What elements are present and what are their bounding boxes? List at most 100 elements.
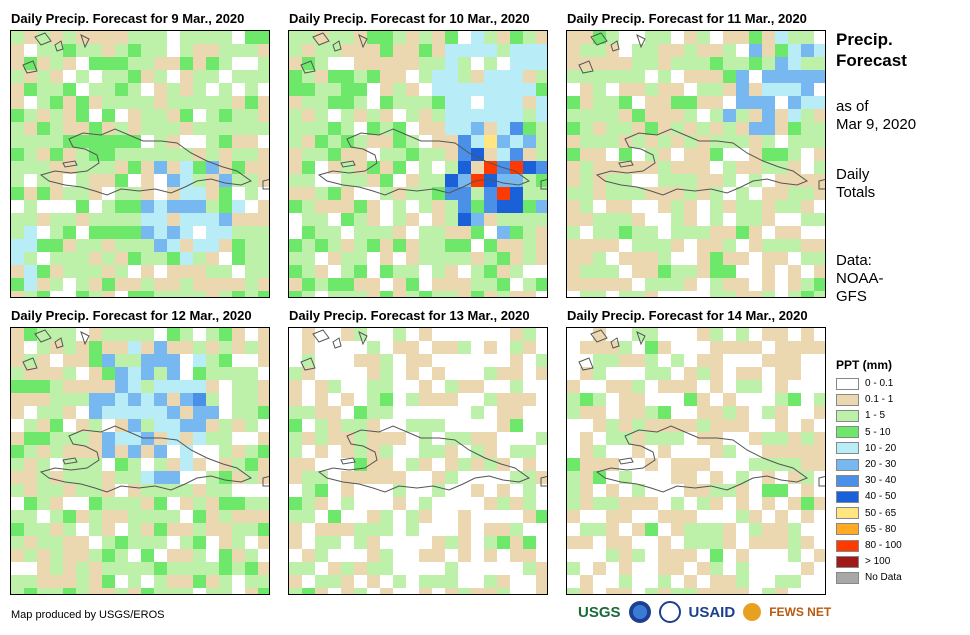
legend-swatch <box>836 409 859 422</box>
hispaniola-coastline <box>317 128 531 196</box>
fews-net-logo: FEWS NET <box>769 605 832 619</box>
legend-item: 80 - 100 <box>836 539 902 552</box>
legend-label: 65 - 80 <box>865 523 897 535</box>
precip-raster <box>11 328 269 594</box>
legend-label: > 100 <box>865 556 891 568</box>
legend-swatch <box>836 377 859 390</box>
precip-raster <box>289 328 547 594</box>
legend-swatch <box>836 458 859 471</box>
coastline <box>818 475 825 487</box>
forecast-map-2 <box>288 30 548 298</box>
daily-line-1: Daily <box>836 166 870 183</box>
as-of-line-2: Mar 9, 2020 <box>836 116 917 133</box>
legend-label: 5 - 10 <box>865 426 891 438</box>
legend-item: 50 - 65 <box>836 507 896 520</box>
as-of-line-1: as of <box>836 98 869 115</box>
legend-label: 1 - 5 <box>865 410 886 422</box>
data-line-1: Data: <box>836 252 872 269</box>
legend-swatch <box>836 523 859 536</box>
legend-label: No Data <box>865 572 902 584</box>
legend-item: 5 - 10 <box>836 426 891 439</box>
daily-totals-text: Daily Totals <box>836 166 875 202</box>
heading-line-2: Forecast <box>836 51 907 70</box>
side-heading: Precip. Forecast <box>836 29 907 71</box>
coastline <box>22 329 90 371</box>
forecast-map-1 <box>10 30 270 298</box>
panel-title-2: Daily Precip. Forecast for 10 Mar., 2020 <box>289 11 530 26</box>
hispaniola-coastline <box>595 425 809 493</box>
noaa-logo <box>628 601 651 623</box>
legend-swatch <box>836 393 859 406</box>
panel-title-3: Daily Precip. Forecast for 11 Mar., 2020 <box>567 11 807 26</box>
coastline <box>300 329 368 371</box>
map-credit: Map produced by USGS/EROS <box>11 609 165 621</box>
legend-title: PPT (mm) <box>836 358 893 372</box>
hispaniola-coastline <box>39 128 253 196</box>
panel-title-6: Daily Precip. Forecast for 14 Mar., 2020 <box>567 308 808 323</box>
legend-item: 1 - 5 <box>836 409 885 422</box>
coastline <box>22 32 90 74</box>
hispaniola-coastline <box>595 128 809 196</box>
coastline <box>540 475 547 487</box>
forecast-map-4 <box>10 327 270 595</box>
panel-title-1: Daily Precip. Forecast for 9 Mar., 2020 <box>11 11 245 26</box>
legend-label: 30 - 40 <box>865 475 897 487</box>
legend-swatch <box>836 507 859 520</box>
legend-label: 80 - 100 <box>865 540 902 551</box>
panel-title-4: Daily Precip. Forecast for 12 Mar., 2020 <box>11 308 252 323</box>
legend-item: 30 - 40 <box>836 474 896 487</box>
coastline <box>578 32 646 74</box>
as-of-text: as of Mar 9, 2020 <box>836 98 916 134</box>
legend-label: 50 - 65 <box>865 507 897 519</box>
forecast-map-5 <box>288 327 548 595</box>
legend-swatch <box>836 555 859 568</box>
coastline <box>62 457 78 465</box>
coastline <box>618 457 634 465</box>
forecast-map-6 <box>566 327 826 595</box>
daily-line-2: Totals <box>836 184 876 201</box>
fews-net-icon <box>743 603 762 621</box>
usgs-logo: USGS <box>578 603 621 621</box>
legend-label: 10 - 20 <box>865 442 897 454</box>
legend-item: 20 - 30 <box>836 458 896 471</box>
legend-item: 65 - 80 <box>836 523 896 536</box>
legend-item: No Data <box>836 571 902 584</box>
legend-swatch <box>836 442 859 455</box>
coastline <box>340 457 356 465</box>
coastline <box>300 32 368 74</box>
legend-label: 0 - 0.1 <box>865 378 894 389</box>
logo-row: USGS USAID FEWS NET <box>578 601 831 623</box>
data-source-text: Data: NOAA- GFS <box>836 252 884 306</box>
forecast-map-3 <box>566 30 826 298</box>
data-line-2: NOAA- <box>836 270 884 287</box>
legend-label: 40 - 50 <box>865 491 897 503</box>
legend-swatch <box>836 474 859 487</box>
precip-raster <box>289 31 547 297</box>
legend-swatch <box>836 490 859 503</box>
coastline <box>578 329 646 371</box>
panel-title-5: Daily Precip. Forecast for 13 Mar., 2020 <box>289 308 530 323</box>
legend-label: 20 - 30 <box>865 459 897 470</box>
precip-raster <box>11 31 269 297</box>
legend-item: 40 - 50 <box>836 490 896 503</box>
usaid-logo: USAID <box>688 603 736 621</box>
legend-swatch <box>836 571 859 584</box>
legend-swatch <box>836 426 859 439</box>
hispaniola-coastline <box>317 425 531 493</box>
coastline <box>618 160 634 168</box>
legend-item: 0 - 0.1 <box>836 377 893 390</box>
coastline <box>262 178 269 190</box>
precip-raster <box>567 31 825 297</box>
legend-item: > 100 <box>836 555 890 568</box>
coastline <box>62 160 78 168</box>
legend-item: 10 - 20 <box>836 442 896 455</box>
hispaniola-coastline <box>39 425 253 493</box>
coastline <box>540 178 547 190</box>
data-line-3: GFS <box>836 288 867 305</box>
coastline <box>818 178 825 190</box>
usaid-seal-icon <box>658 601 681 623</box>
legend-swatch <box>836 539 859 552</box>
heading-line-1: Precip. <box>836 30 893 49</box>
legend-item: 0.1 - 1 <box>836 393 893 406</box>
precip-raster <box>567 328 825 594</box>
